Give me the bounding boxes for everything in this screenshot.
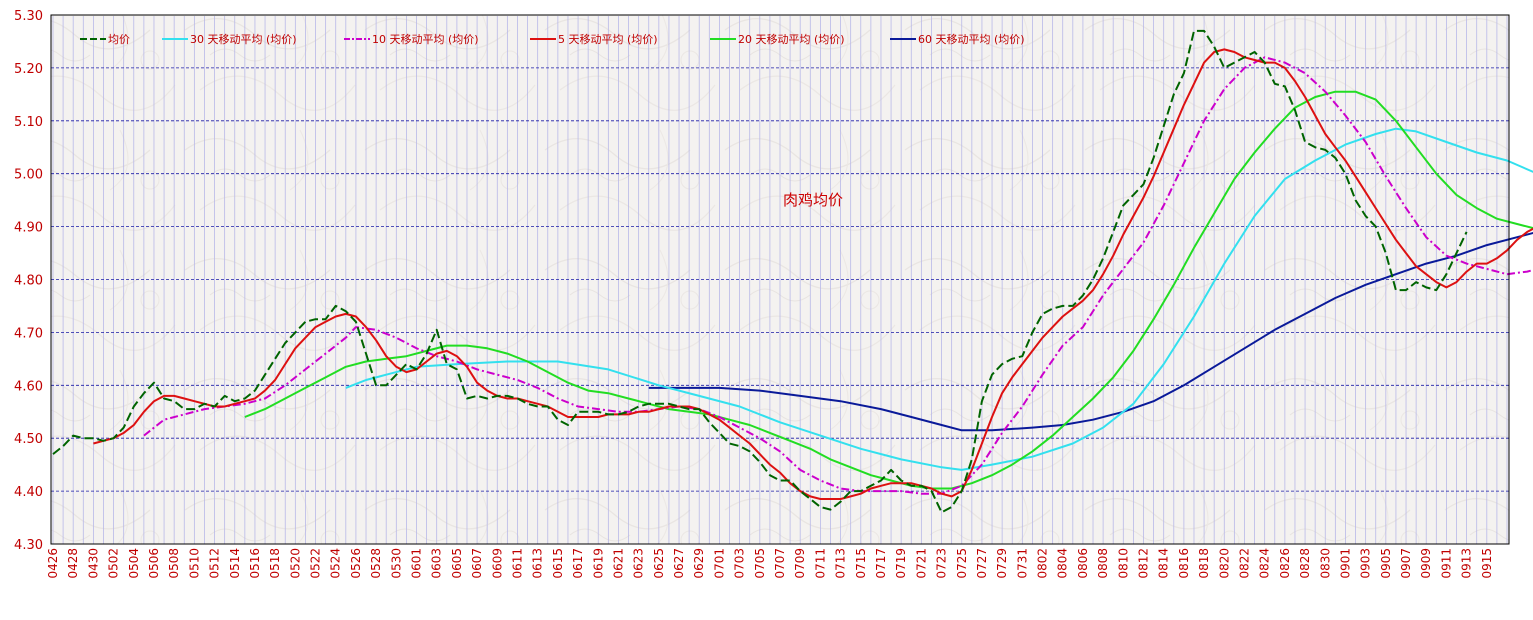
x-tick-label: 0818 xyxy=(1197,548,1211,579)
x-tick-label: 0703 xyxy=(733,548,747,579)
x-tick-label: 0709 xyxy=(793,548,807,579)
x-tick-label: 0520 xyxy=(288,548,302,579)
y-tick-label: 4.80 xyxy=(14,274,43,289)
x-tick-label: 0428 xyxy=(66,548,80,579)
x-tick-label: 0510 xyxy=(187,548,201,579)
x-tick-label: 0603 xyxy=(430,548,444,579)
y-tick-label: 4.70 xyxy=(14,326,43,341)
y-tick-label: 4.90 xyxy=(14,221,43,236)
x-tick-label: 0808 xyxy=(1096,548,1110,579)
x-tick-label: 0609 xyxy=(490,548,504,579)
y-tick-label: 4.40 xyxy=(14,485,43,500)
x-tick-label: 0629 xyxy=(692,548,706,579)
x-tick-label: 0623 xyxy=(632,548,646,579)
x-tick-label: 0512 xyxy=(208,548,222,579)
x-tick-label: 0715 xyxy=(854,548,868,579)
x-tick-label: 0705 xyxy=(753,548,767,579)
x-tick-label: 0426 xyxy=(46,548,60,579)
plot-frame xyxy=(50,14,1510,545)
x-tick-label: 0820 xyxy=(1217,548,1231,579)
y-tick-label: 5.00 xyxy=(14,168,43,183)
x-tick-label: 0627 xyxy=(672,548,686,579)
y-tick-label: 5.10 xyxy=(14,115,43,130)
x-tick-label: 0601 xyxy=(410,548,424,579)
x-tick-label: 0617 xyxy=(571,548,585,579)
x-tick-label: 0625 xyxy=(652,548,666,579)
x-tick-label: 0508 xyxy=(167,548,181,579)
legend-label: 均价 xyxy=(108,33,130,46)
x-tick-label: 0816 xyxy=(1177,548,1191,579)
x-tick-label: 0810 xyxy=(1116,548,1130,579)
legend-label: 10 天移动平均 (均价) xyxy=(372,33,479,46)
legend-label: 30 天移动平均 (均价) xyxy=(190,33,297,46)
x-tick-label: 0731 xyxy=(1015,548,1029,579)
x-tick-label: 0723 xyxy=(935,548,949,579)
y-tick-label: 4.30 xyxy=(14,538,43,553)
series-line xyxy=(52,29,1468,514)
x-tick-label: 0611 xyxy=(510,548,524,579)
x-tick-label: 0721 xyxy=(914,548,928,579)
x-tick-label: 0804 xyxy=(1056,548,1070,579)
x-tick-label: 0530 xyxy=(389,548,403,579)
x-tick-label: 0514 xyxy=(228,548,242,579)
series-line xyxy=(143,56,1533,495)
x-tick-label: 0812 xyxy=(1137,548,1151,579)
x-tick-label: 0707 xyxy=(773,548,787,579)
x-tick-label: 0719 xyxy=(894,548,908,579)
y-tick-label: 4.60 xyxy=(14,379,43,394)
x-tick-label: 0713 xyxy=(834,548,848,579)
series-line xyxy=(244,90,1533,490)
x-tick-label: 0615 xyxy=(551,548,565,579)
x-tick-label: 0824 xyxy=(1258,548,1272,579)
x-tick-label: 0729 xyxy=(995,548,1009,579)
legend: 均价 30 天移动平均 (均价) 10 天移动平均 (均价) 5 天移动平均 (均价)… xyxy=(80,33,1025,46)
x-tick-label: 0802 xyxy=(1036,548,1050,579)
legend-label: 20 天移动平均 (均价) xyxy=(738,33,845,46)
x-tick-label: 0518 xyxy=(268,548,282,579)
x-tick-label: 0524 xyxy=(329,548,343,579)
x-tick-label: 0605 xyxy=(450,548,464,579)
x-tick-label: 0822 xyxy=(1237,548,1251,579)
chart-title: 肉鸡均价 xyxy=(783,191,843,209)
x-tick-label: 0901 xyxy=(1338,548,1352,579)
legend-label: 60 天移动平均 (均价) xyxy=(918,33,1025,46)
x-tick-label: 0806 xyxy=(1076,548,1090,579)
x-tick-label: 0826 xyxy=(1278,548,1292,579)
x-tick-label: 0522 xyxy=(309,548,323,579)
x-tick-label: 0430 xyxy=(86,548,100,579)
x-tick-label: 0903 xyxy=(1359,548,1373,579)
x-tick-label: 0619 xyxy=(591,548,605,579)
series-line xyxy=(93,48,1533,500)
x-tick-label: 0717 xyxy=(874,548,888,579)
series-line xyxy=(345,127,1533,471)
x-tick-label: 0502 xyxy=(107,548,121,579)
x-tick-label: 0830 xyxy=(1318,548,1332,579)
x-tick-label: 0913 xyxy=(1460,548,1474,579)
x-tick-label: 0911 xyxy=(1439,548,1453,579)
y-tick-label: 5.30 xyxy=(14,9,43,24)
x-tick-label: 0516 xyxy=(248,548,262,579)
x-tick-label: 0814 xyxy=(1157,548,1171,579)
x-tick-label: 0907 xyxy=(1399,548,1413,579)
x-tick-label: 0526 xyxy=(349,548,363,579)
x-tick-label: 0701 xyxy=(712,548,726,579)
x-tick-label: 0621 xyxy=(611,548,625,579)
x-tick-label: 0905 xyxy=(1379,548,1393,579)
x-tick-label: 0711 xyxy=(813,548,827,579)
x-tick-label: 0607 xyxy=(470,548,484,579)
x-tick-label: 0613 xyxy=(531,548,545,579)
x-tick-label: 0725 xyxy=(955,548,969,579)
x-tick-label: 0506 xyxy=(147,548,161,579)
x-tick-label: 0504 xyxy=(127,548,141,579)
x-tick-label: 0828 xyxy=(1298,548,1312,579)
x-tick-label: 0909 xyxy=(1419,548,1433,579)
x-tick-label: 0727 xyxy=(975,548,989,579)
legend-label: 5 天移动平均 (均价) xyxy=(558,33,658,46)
y-tick-label: 5.20 xyxy=(14,62,43,77)
x-tick-label: 0528 xyxy=(369,548,383,579)
x-tick-label: 0915 xyxy=(1480,548,1494,579)
y-tick-label: 4.50 xyxy=(14,432,43,447)
